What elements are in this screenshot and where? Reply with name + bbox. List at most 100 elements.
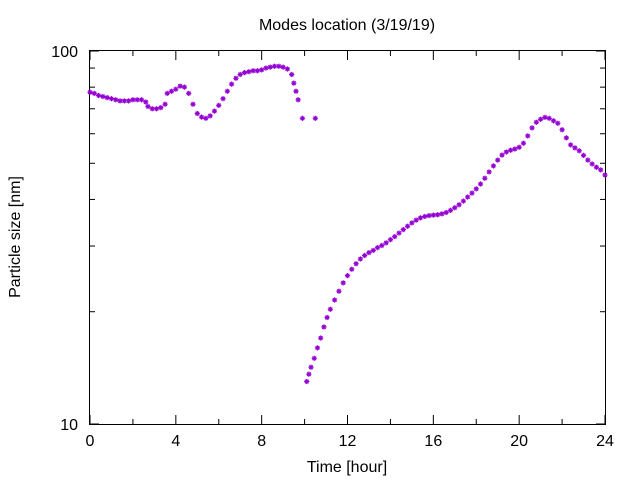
data-point [181,84,188,90]
data-point [520,140,527,146]
data-point [387,237,394,243]
data-point [336,288,342,294]
data-point [271,63,278,69]
data-point [104,95,110,101]
data-point [507,147,514,153]
data-point [91,90,97,96]
data-point [108,96,115,102]
data-point [495,157,501,163]
data-point [357,256,363,262]
x-tick-label: 8 [257,433,266,450]
data-point [293,88,299,94]
data-point [194,110,200,117]
data-point [246,69,252,75]
data-point [164,90,170,96]
data-point [349,266,355,272]
data-point [396,230,402,236]
data-point [568,142,574,148]
data-point [203,115,209,121]
data-point [177,83,183,89]
x-axis: 0 4 8 12 16 20 24 [86,51,614,450]
data-point [490,163,497,169]
data-point [486,169,492,175]
data-point [550,118,557,124]
data-point [585,157,591,163]
data-point [362,252,368,259]
data-point [400,227,406,233]
data-point [291,80,297,86]
data-point [126,98,132,104]
data-point [499,152,505,158]
data-point [516,144,522,150]
data-point [138,97,145,103]
data-point [422,213,428,220]
data-point [276,63,282,69]
data-point [559,127,565,133]
data-point [529,125,535,131]
data-points [87,63,608,385]
data-point [383,240,389,246]
data-point [113,97,119,103]
data-point [314,345,321,351]
y-axis-label: Particle size [nm] [7,176,24,298]
data-point [100,93,106,100]
data-point [576,148,582,154]
data-point [149,106,155,112]
data-point [121,98,127,104]
x-tick-label: 24 [596,433,614,450]
chart-title: Modes location (3/19/19) [259,17,435,34]
data-point [593,164,600,170]
data-point [546,115,552,121]
data-point [87,89,93,95]
data-point [370,247,376,254]
data-point [563,135,569,141]
data-point [460,198,466,204]
data-point [143,99,149,105]
data-point [173,86,179,92]
data-point [299,115,306,121]
data-point [158,105,164,111]
data-point [533,119,539,125]
data-point [340,280,346,286]
data-point [392,233,398,240]
data-point [229,81,235,87]
y-tick-label: 100 [51,44,78,61]
data-point [145,103,151,110]
data-point [344,272,351,279]
data-point [413,217,419,223]
data-point [95,92,102,99]
data-point [503,149,509,155]
data-point [409,220,415,226]
data-point [589,161,595,167]
data-point [477,181,484,187]
data-point [295,97,301,103]
data-point [439,211,445,217]
data-point [332,297,338,303]
data-point [259,67,265,73]
data-point [216,102,222,108]
data-point [211,108,218,114]
data-point [435,212,441,218]
data-point [318,335,324,341]
data-point [186,90,192,96]
data-point [220,96,226,102]
data-point [572,145,578,151]
data-point [353,261,359,267]
x-tick-label: 16 [424,433,442,450]
data-point [456,202,462,208]
x-tick-label: 12 [339,433,357,450]
data-point [190,101,196,107]
data-point [538,116,544,122]
data-point [304,378,310,385]
data-point [366,250,372,256]
data-point [512,146,518,152]
data-point [168,88,175,94]
data-point [224,88,230,94]
x-tick-label: 20 [510,433,528,450]
data-point [233,75,239,81]
data-point [555,120,561,126]
data-point [289,71,295,78]
data-point [482,175,488,181]
data-point [241,70,248,76]
